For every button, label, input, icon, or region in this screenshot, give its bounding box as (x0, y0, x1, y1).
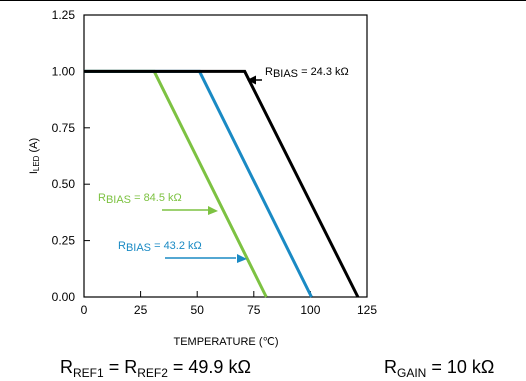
footer-rref1-main: R (60, 357, 73, 377)
y-tick-label: 0.75 (52, 121, 76, 135)
y-axis-title-sub: LED (32, 155, 41, 171)
annot-84-5-main: R (98, 192, 106, 204)
annotation-rbias-84-5: RBIAS = 84.5 kΩ (98, 192, 182, 206)
y-axis-title: ILED (A) (28, 138, 41, 174)
x-tick-label: 125 (357, 303, 377, 317)
series-line-2 (84, 69, 360, 298)
arrow-43-2-head (237, 254, 247, 263)
footer-rgain-value: = 10 kΩ (426, 357, 494, 377)
series-line-1 (84, 69, 313, 298)
annot-24-3-main: R (265, 66, 273, 78)
y-axis-title-main: I (28, 171, 40, 174)
annot-43-2-main: R (118, 240, 126, 252)
footer-rref-formula: RREF1 = RREF2 = 49.9 kΩ (60, 357, 251, 380)
annot-43-2-sub: BIAS (126, 242, 151, 254)
annotation-rbias-24-3: RBIAS = 24.3 kΩ (265, 66, 349, 80)
footer-rref1-sub: REF1 (73, 366, 104, 380)
y-tick-label: 0.50 (52, 177, 76, 191)
annot-43-2-value: = 43.2 kΩ (151, 240, 202, 252)
y-tick-label: 0.00 (52, 290, 76, 304)
annot-84-5-value: = 84.5 kΩ (131, 192, 182, 204)
arrows-layer (162, 75, 262, 263)
x-tick-label: 50 (191, 303, 205, 317)
annot-24-3-value: = 24.3 kΩ (298, 66, 349, 78)
footer-rref-eq: = R (104, 357, 138, 377)
series-layer (84, 69, 360, 298)
y-axis-title-unit: (A) (28, 138, 40, 156)
y-tick-label: 0.25 (52, 234, 76, 248)
arrow-84-5-head (208, 206, 218, 215)
ticks-layer: 0.00 0.25 0.50 0.75 1.00 1.25 0 25 50 75 100 125 (52, 8, 378, 317)
footer-rgain-sub: GAIN (397, 366, 426, 380)
plot-frame (83, 14, 368, 298)
x-tick-label: 75 (247, 303, 261, 317)
y-tick-label: 1.25 (52, 8, 76, 22)
annot-84-5-sub: BIAS (106, 194, 131, 206)
series-line-0 (84, 69, 268, 298)
footer-rref2-sub: REF2 (137, 366, 168, 380)
x-axis-title: TEMPERATURE (℃) (173, 336, 278, 348)
footer-rgain-formula: RGAIN = 10 kΩ (384, 357, 494, 380)
footer-rref-value: = 49.9 kΩ (168, 357, 251, 377)
x-tick-label: 100 (300, 303, 320, 317)
y-tick-label: 1.00 (52, 64, 76, 78)
x-tick-label: 0 (81, 303, 88, 317)
x-tick-label: 25 (134, 303, 148, 317)
annotation-rbias-43-2: RBIAS = 43.2 kΩ (118, 240, 202, 254)
annot-24-3-sub: BIAS (273, 68, 298, 80)
footer-rgain-main: R (384, 357, 397, 377)
arrow-24-3-head (247, 75, 256, 85)
